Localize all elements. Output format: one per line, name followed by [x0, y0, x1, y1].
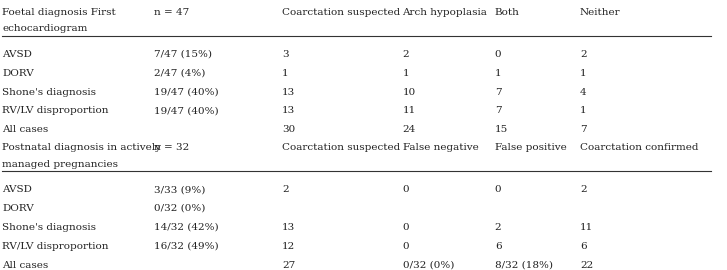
Text: 2: 2 — [580, 50, 587, 59]
Text: 13: 13 — [282, 106, 295, 116]
Text: Shone's diagnosis: Shone's diagnosis — [2, 223, 96, 232]
Text: Coarctation suspected: Coarctation suspected — [282, 8, 400, 17]
Text: 0: 0 — [403, 185, 409, 194]
Text: 0/32 (0%): 0/32 (0%) — [154, 204, 206, 213]
Text: Coarctation suspected: Coarctation suspected — [282, 143, 400, 152]
Text: 15: 15 — [495, 126, 508, 134]
Text: 3/33 (9%): 3/33 (9%) — [154, 185, 206, 194]
Text: Coarctation confirmed: Coarctation confirmed — [580, 143, 699, 152]
Text: 0: 0 — [403, 242, 409, 251]
Text: 11: 11 — [580, 223, 593, 232]
Text: 7: 7 — [495, 87, 502, 97]
Text: Neither: Neither — [580, 8, 621, 17]
Text: 0/32 (0%): 0/32 (0%) — [403, 261, 454, 270]
Text: managed pregnancies: managed pregnancies — [2, 160, 118, 169]
Text: Both: Both — [495, 8, 520, 17]
Text: Arch hypoplasia: Arch hypoplasia — [403, 8, 487, 17]
Text: 10: 10 — [403, 87, 416, 97]
Text: False positive: False positive — [495, 143, 566, 152]
Text: 11: 11 — [403, 106, 416, 116]
Text: 0: 0 — [403, 223, 409, 232]
Text: 19/47 (40%): 19/47 (40%) — [154, 106, 219, 116]
Text: RV/LV disproportion: RV/LV disproportion — [2, 106, 108, 116]
Text: All cases: All cases — [2, 126, 49, 134]
Text: All cases: All cases — [2, 261, 49, 270]
Text: 2/47 (4%): 2/47 (4%) — [154, 69, 206, 77]
Text: Shone's diagnosis: Shone's diagnosis — [2, 87, 96, 97]
Text: 8/32 (18%): 8/32 (18%) — [495, 261, 553, 270]
Text: 12: 12 — [282, 242, 295, 251]
Text: 22: 22 — [580, 261, 593, 270]
Text: n = 47: n = 47 — [154, 8, 189, 17]
Text: 24: 24 — [403, 126, 416, 134]
Text: 0: 0 — [495, 185, 502, 194]
Text: 2: 2 — [495, 223, 502, 232]
Text: 13: 13 — [282, 87, 295, 97]
Text: 19/47 (40%): 19/47 (40%) — [154, 87, 219, 97]
Text: Postnatal diagnosis in actively: Postnatal diagnosis in actively — [2, 143, 161, 152]
Text: n = 32: n = 32 — [154, 143, 189, 152]
Text: 7: 7 — [495, 106, 502, 116]
Text: False negative: False negative — [403, 143, 478, 152]
Text: echocardiogram: echocardiogram — [2, 24, 87, 33]
Text: AVSD: AVSD — [2, 185, 32, 194]
Text: 1: 1 — [580, 106, 587, 116]
Text: 16/32 (49%): 16/32 (49%) — [154, 242, 219, 251]
Text: 1: 1 — [282, 69, 289, 77]
Text: 27: 27 — [282, 261, 295, 270]
Text: AVSD: AVSD — [2, 50, 32, 59]
Text: 1: 1 — [495, 69, 502, 77]
Text: 6: 6 — [495, 242, 502, 251]
Text: 3: 3 — [282, 50, 289, 59]
Text: 1: 1 — [580, 69, 587, 77]
Text: 1: 1 — [403, 69, 409, 77]
Text: 2: 2 — [580, 185, 587, 194]
Text: 30: 30 — [282, 126, 295, 134]
Text: 2: 2 — [403, 50, 409, 59]
Text: 7: 7 — [580, 126, 587, 134]
Text: RV/LV disproportion: RV/LV disproportion — [2, 242, 108, 251]
Text: 6: 6 — [580, 242, 587, 251]
Text: 7/47 (15%): 7/47 (15%) — [154, 50, 212, 59]
Text: 0: 0 — [495, 50, 502, 59]
Text: 14/32 (42%): 14/32 (42%) — [154, 223, 219, 232]
Text: 2: 2 — [282, 185, 289, 194]
Text: 4: 4 — [580, 87, 587, 97]
Text: DORV: DORV — [2, 204, 34, 213]
Text: DORV: DORV — [2, 69, 34, 77]
Text: Foetal diagnosis First: Foetal diagnosis First — [2, 8, 116, 17]
Text: 13: 13 — [282, 223, 295, 232]
